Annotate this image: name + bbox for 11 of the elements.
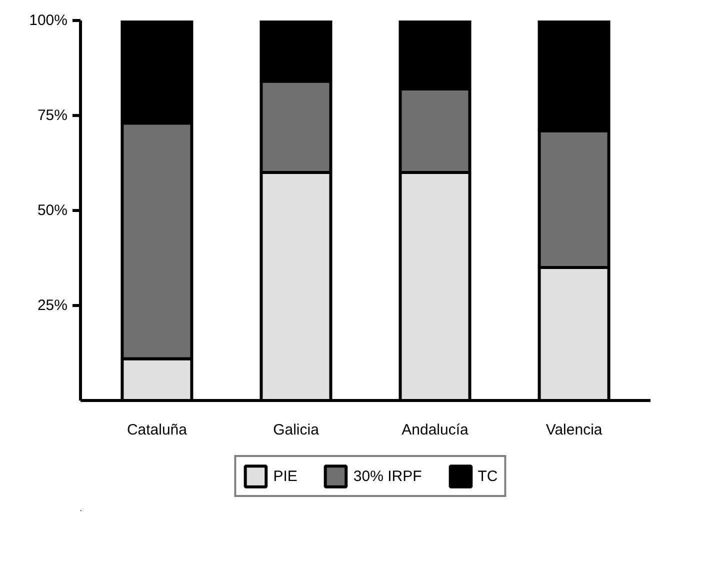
x-tick-label: Cataluña	[126, 422, 188, 438]
legend-label: 30% IRPF	[353, 468, 422, 484]
x-tick-label: Valencia	[546, 422, 603, 438]
legend-label: PIE	[273, 468, 298, 484]
y-tick-label: 75%	[37, 107, 68, 124]
y-tick-label: 100%	[29, 12, 68, 29]
y-tick-label: 50%	[37, 202, 68, 219]
y-tick-label: 25%	[37, 297, 68, 314]
x-tick-label: Galicia	[273, 422, 320, 438]
x-tick-label: Andalucía	[402, 422, 470, 438]
legend-label: TC	[478, 468, 498, 484]
